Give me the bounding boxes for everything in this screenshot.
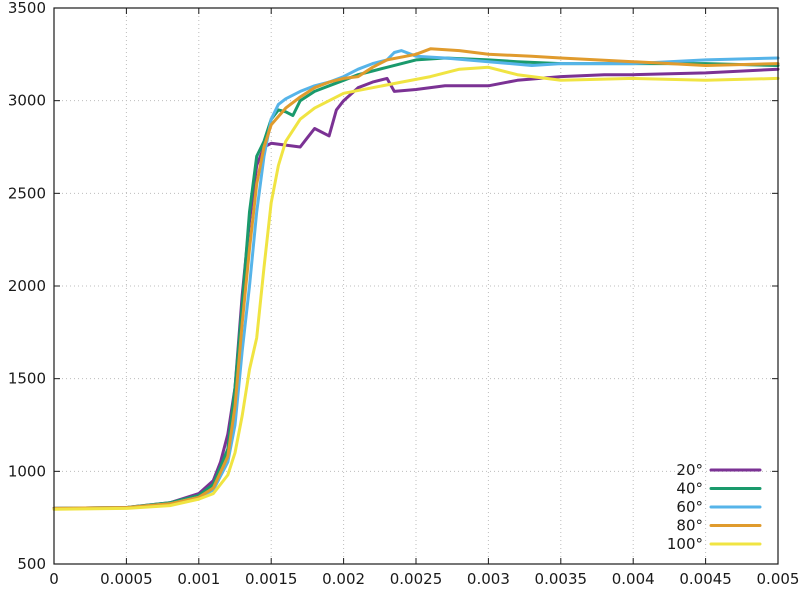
y-tick-label: 2000 — [8, 277, 46, 295]
series-line-4 — [52, 47, 780, 510]
x-axis-tick-labels: 0 0.0005 0.001 0.0015 0.002 0.0025 0.003 0.0035… — [49, 570, 799, 588]
axis-ticks — [53, 7, 779, 565]
series-lines — [52, 47, 780, 511]
y-tick-label: 1500 — [8, 370, 46, 388]
grid — [54, 8, 778, 564]
x-tick-label: 0.0005 — [100, 570, 153, 588]
legend-label: 40° — [676, 480, 703, 498]
x-tick-label: 0.002 — [322, 570, 365, 588]
x-tick-label: 0.0035 — [535, 570, 588, 588]
x-tick-label: 0.0025 — [390, 570, 443, 588]
x-tick-label: 0.001 — [177, 570, 220, 588]
x-tick-label: 0.005 — [757, 570, 800, 588]
legend-label: 100° — [667, 535, 703, 553]
legend: 20°40°60°80°100° — [667, 461, 762, 553]
x-tick-label: 0.004 — [612, 570, 655, 588]
legend-label: 80° — [676, 517, 703, 535]
x-tick-label: 0.003 — [467, 570, 510, 588]
legend-label: 20° — [676, 461, 703, 479]
series-line-1 — [52, 67, 780, 510]
y-tick-label: 3000 — [8, 92, 46, 110]
series-line-2 — [52, 56, 780, 510]
y-tick-label: 3500 — [8, 0, 46, 17]
x-tick-label: 0.0015 — [245, 570, 298, 588]
y-axis-tick-labels: 500 1000 1500 2000 2500 3000 3500 — [8, 0, 46, 573]
y-tick-label: 1000 — [8, 462, 46, 480]
x-tick-label: 0.0045 — [679, 570, 732, 588]
series-line-3 — [52, 49, 780, 510]
y-tick-label: 500 — [17, 555, 46, 573]
y-tick-label: 2500 — [8, 184, 46, 202]
legend-label: 60° — [676, 498, 703, 516]
x-tick-label: 0 — [49, 570, 59, 588]
series-line-5 — [52, 65, 780, 511]
